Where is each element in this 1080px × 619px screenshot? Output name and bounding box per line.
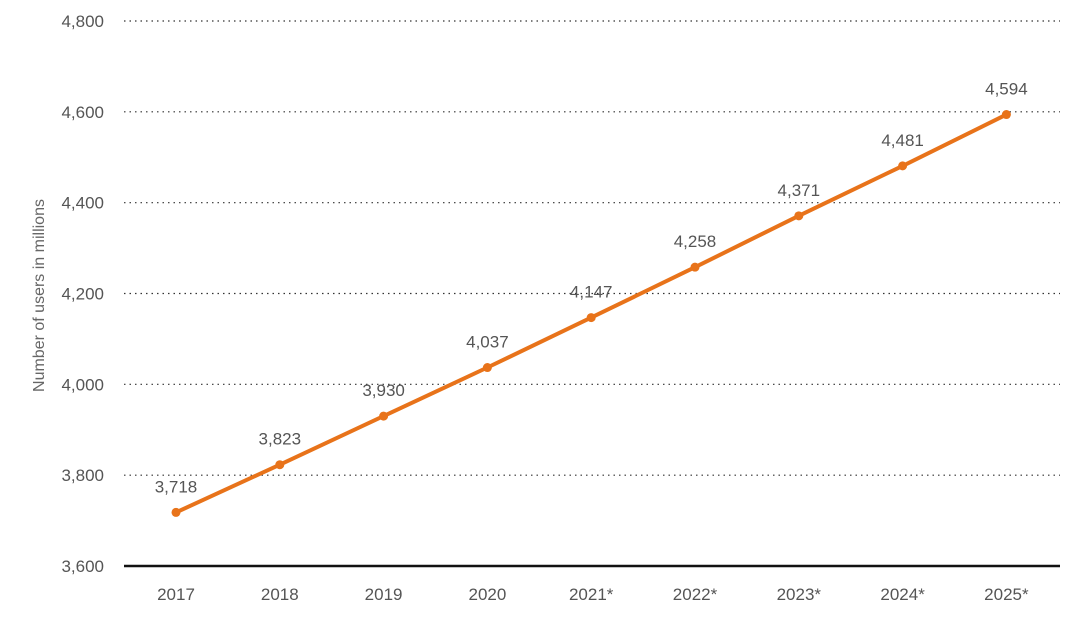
data-point — [794, 211, 804, 221]
data-label: 4,371 — [778, 181, 821, 200]
y-tick-label: 4,400 — [61, 194, 104, 213]
data-label: 3,823 — [259, 430, 302, 449]
y-tick-label: 4,600 — [61, 103, 104, 122]
data-labels: 3,718 3,823 3,930 4,037 4,147 4,258 4,371 4,481… — [155, 80, 1028, 497]
x-tick-label: 2022* — [673, 585, 718, 604]
x-tick-label: 2019 — [365, 585, 403, 604]
data-label: 4,147 — [570, 283, 613, 302]
y-tick-label: 4,200 — [61, 285, 104, 304]
gridlines — [124, 20, 1060, 476]
y-tick-label: 3,600 — [61, 557, 104, 576]
data-point — [1001, 110, 1011, 120]
x-tick-label: 2017 — [157, 585, 195, 604]
x-axis-ticks: 2017 2018 2019 2020 2021* 2022* 2023* 2024* 2025… — [157, 585, 1029, 604]
data-label: 3,718 — [155, 477, 198, 496]
data-label: 4,481 — [881, 131, 924, 150]
y-tick-label: 4,800 — [61, 12, 104, 31]
y-axis-label: Number of users in millions — [31, 199, 48, 392]
x-tick-label: 2024* — [880, 585, 925, 604]
x-tick-label: 2025* — [984, 585, 1029, 604]
data-label: 3,930 — [362, 381, 405, 400]
data-label: 4,037 — [466, 333, 509, 352]
data-point — [690, 262, 700, 272]
data-point — [586, 313, 596, 323]
y-tick-label: 3,800 — [61, 466, 104, 485]
x-tick-label: 2018 — [261, 585, 299, 604]
data-points — [171, 110, 1011, 517]
data-point — [275, 460, 285, 470]
x-tick-label: 2023* — [777, 585, 822, 604]
data-label: 4,594 — [985, 80, 1028, 99]
y-axis-ticks: 3,600 3,800 4,000 4,200 4,400 4,600 4,800 — [61, 12, 104, 576]
x-tick-label: 2020 — [468, 585, 506, 604]
data-point — [379, 411, 389, 421]
data-point — [482, 363, 492, 373]
data-point — [898, 161, 908, 171]
x-tick-label: 2021* — [569, 585, 614, 604]
y-tick-label: 4,000 — [61, 375, 104, 394]
data-point — [171, 507, 181, 517]
data-label: 4,258 — [674, 232, 717, 251]
